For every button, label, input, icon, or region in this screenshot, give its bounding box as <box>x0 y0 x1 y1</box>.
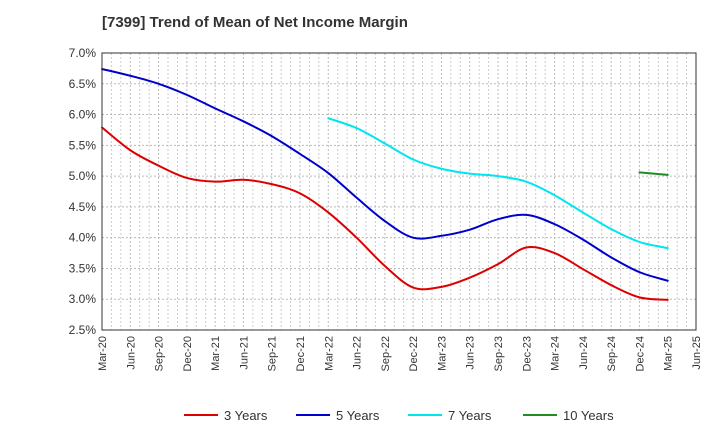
x-tick-label: Dec-24 <box>634 336 646 371</box>
legend-label-3-years: 3 Years <box>224 408 268 423</box>
y-tick-label: 4.0% <box>69 231 97 245</box>
legend-label-7-years: 7 Years <box>448 408 492 423</box>
x-tick-label: Mar-24 <box>550 336 562 371</box>
x-tick-label: Jun-25 <box>691 336 703 370</box>
y-axis: 7.0% 6.5% 6.0% 5.5% 5.0% 4.5% 4.0% 3.5% 3.0% 2.5% <box>69 46 97 337</box>
plot-area <box>102 53 696 330</box>
x-tick-label: Mar-22 <box>323 336 335 371</box>
x-tick-label: Mar-23 <box>436 336 448 371</box>
x-tick-label: Sep-23 <box>493 336 505 371</box>
x-tick-label: Sep-20 <box>154 336 166 371</box>
x-tick-label: Dec-20 <box>182 336 194 371</box>
y-tick-label: 6.0% <box>69 108 97 122</box>
y-tick-label: 3.0% <box>69 292 97 306</box>
y-tick-label: 3.5% <box>69 261 97 275</box>
y-tick-label: 7.0% <box>69 46 97 60</box>
plot-border <box>101 52 697 331</box>
chart-title: [7399] Trend of Mean of Net Income Margi… <box>102 14 408 31</box>
x-tick-label: Sep-24 <box>606 336 618 371</box>
legend-label-5-years: 5 Years <box>336 408 380 423</box>
x-tick-label: Jun-20 <box>125 336 137 370</box>
x-tick-label: Dec-21 <box>295 336 307 371</box>
x-tick-label: Jun-21 <box>238 336 250 370</box>
x-tick-label: Jun-23 <box>465 336 477 370</box>
y-tick-label: 5.0% <box>69 169 97 183</box>
x-axis: Mar-20 Jun-20 Sep-20 Dec-20 Mar-21 Jun-21 Sep-… <box>97 336 703 371</box>
y-tick-label: 6.5% <box>69 77 97 91</box>
x-tick-label: Dec-23 <box>521 336 533 371</box>
series-lines <box>101 68 669 301</box>
y-tick-label: 5.5% <box>69 138 97 152</box>
series-line-7-years <box>327 117 669 250</box>
grid-lines <box>102 53 696 330</box>
x-tick-label: Mar-20 <box>97 336 109 371</box>
y-tick-label: 2.5% <box>69 323 97 337</box>
y-tick-label: 4.5% <box>69 200 97 214</box>
series-line-5-years <box>101 68 669 282</box>
x-tick-label: Jun-24 <box>578 336 590 370</box>
x-tick-label: Dec-22 <box>408 336 420 371</box>
x-tick-label: Mar-21 <box>210 336 222 371</box>
x-tick-label: Sep-21 <box>267 336 279 371</box>
series-line-10-years <box>638 171 669 176</box>
series-line-3-years <box>101 126 669 301</box>
x-tick-label: Sep-22 <box>380 336 392 371</box>
x-tick-label: Mar-25 <box>663 336 675 371</box>
x-tick-label: Jun-22 <box>352 336 364 370</box>
legend-label-10-years: 10 Years <box>563 408 614 423</box>
legend: 3 Years 5 Years 7 Years 10 Years <box>184 408 614 423</box>
